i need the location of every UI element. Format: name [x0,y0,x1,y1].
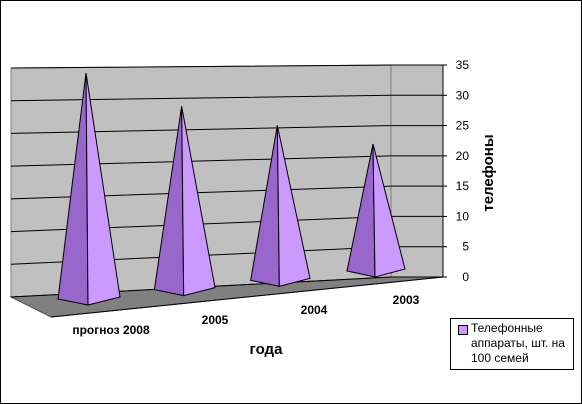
tick-layer: 0 5 10 15 20 25 30 35 [442,58,470,284]
x-axis-line [50,276,444,318]
y-tick-label: 35 [456,58,470,72]
grid-line [10,276,443,298]
grid-line [10,125,443,134]
bar-pyramid [153,106,216,297]
x-axis-title: года [250,341,284,358]
y-tick-label: 15 [456,179,470,193]
grid-line [10,64,443,69]
grid-line [10,185,443,200]
x-category-label: прогноз 2008 [72,323,150,337]
legend-swatch [458,325,468,335]
legend-label: Телефонные аппараты, шт. на 100 семей [471,321,565,365]
grid-line [10,94,443,102]
y-tick-label: 20 [456,149,470,163]
y-tick-label: 10 [456,209,470,223]
bar-layer [57,72,406,306]
y-tick-label: 25 [456,119,470,133]
x-category-label: 2004 [301,303,328,317]
bar-pyramid [57,72,121,306]
y-tick-label: 30 [456,88,470,102]
grid-line [10,155,443,167]
bar-pyramid [250,125,311,287]
bar-pyramid [346,143,406,278]
x-category-label: 2005 [202,313,229,327]
y-axis-title: телефоны [480,134,497,211]
y-tick-label: 5 [462,240,469,254]
x-category-label: 2003 [393,293,420,307]
legend: Телефонные аппараты, шт. на 100 семей [450,318,574,370]
y-tick-label: 0 [462,270,469,284]
category-labels: прогноз 2008 2005 2004 2003 [50,276,444,337]
